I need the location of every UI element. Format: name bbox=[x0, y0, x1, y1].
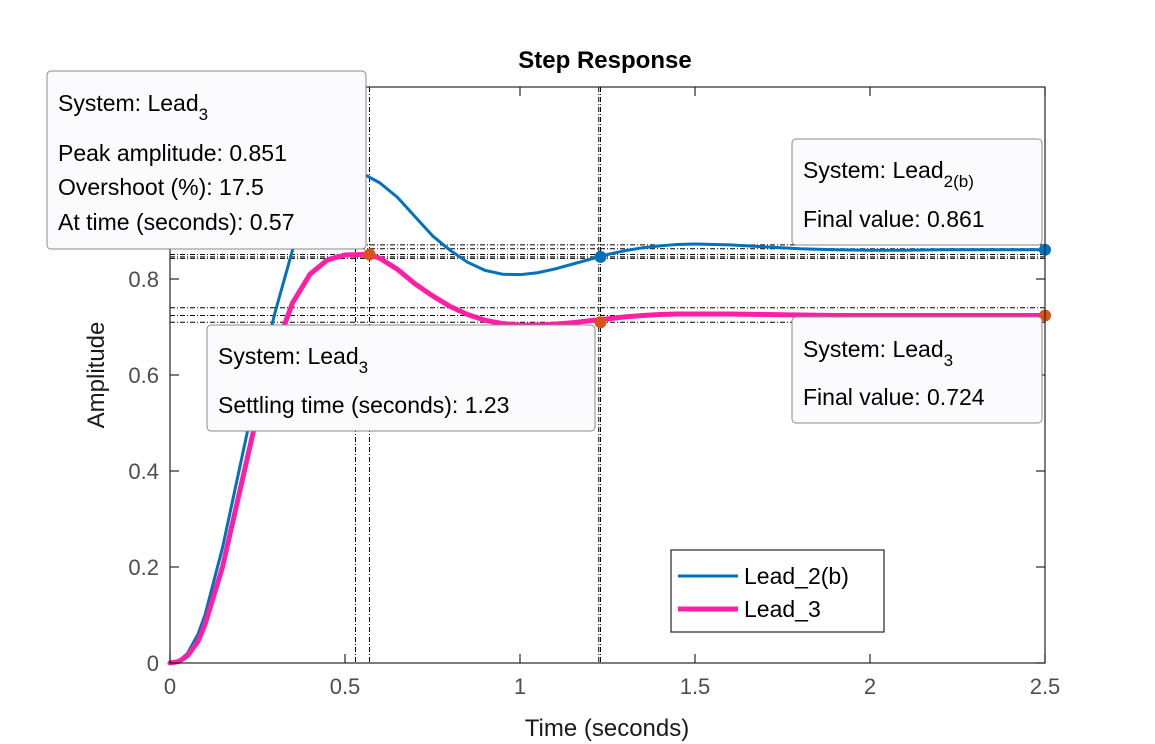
datatip-system: System: Lead3 bbox=[58, 90, 208, 124]
x-tick-label: 0.5 bbox=[330, 674, 361, 699]
datatip-marker-0[interactable] bbox=[594, 250, 607, 263]
datatip-box bbox=[791, 316, 1043, 424]
legend-label-lead2b: Lead_2(b) bbox=[744, 563, 849, 589]
datatip-box bbox=[791, 138, 1043, 246]
datatip-line-peak-amplitude: Peak amplitude: 0.851 bbox=[58, 140, 287, 166]
y-tick-label: 0.2 bbox=[128, 555, 159, 580]
datatip-system: System: Lead2(b) bbox=[803, 157, 974, 191]
x-tick-label: 2.5 bbox=[1030, 674, 1061, 699]
datatip-system: System: Lead3 bbox=[803, 336, 953, 370]
datatip-line-final-value: Final value: 0.861 bbox=[803, 206, 985, 232]
x-tick-label: 2 bbox=[864, 674, 876, 699]
y-tick-label: 0.6 bbox=[128, 363, 159, 388]
datatip-line-final-value: Final value: 0.724 bbox=[803, 384, 985, 410]
legend-label-lead3: Lead_3 bbox=[744, 596, 821, 622]
y-tick-label: 0 bbox=[147, 651, 159, 676]
y-tick-label: 0.8 bbox=[128, 267, 159, 292]
y-tick-label: 0.4 bbox=[128, 459, 159, 484]
x-tick-label: 1 bbox=[514, 674, 526, 699]
x-tick-label: 1.5 bbox=[680, 674, 711, 699]
datatip-system: System: Lead3 bbox=[218, 343, 368, 377]
datatip-line-settling-time: Settling time (seconds): 1.23 bbox=[218, 392, 509, 418]
datatip-box bbox=[206, 324, 596, 432]
datatip-box bbox=[46, 70, 367, 250]
datatip-line-peak-time: At time (seconds): 0.57 bbox=[58, 209, 295, 235]
datatip-line-overshoot: Overshoot (%): 17.5 bbox=[58, 174, 264, 200]
legend[interactable]: Lead_2(b) Lead_3 bbox=[670, 549, 885, 633]
datatip-marker-2[interactable] bbox=[363, 248, 376, 261]
x-tick-label: 0 bbox=[164, 674, 176, 699]
datatip-settling-lead3[interactable]: System: Lead3 Settling time (seconds): 1… bbox=[206, 324, 596, 432]
x-axis-label: Time (seconds) bbox=[525, 715, 689, 742]
datatip-final-lead2b[interactable]: System: Lead2(b) Final value: 0.861 bbox=[791, 138, 1043, 246]
legend-box bbox=[670, 549, 885, 633]
axis-ticks: 0 0.5 1 1.5 2 2.5 0 0.2 0.4 0.6 0.8 bbox=[128, 87, 1060, 699]
datatip-peak-lead3[interactable]: System: Lead3 Peak amplitude: 0.851 Over… bbox=[46, 70, 367, 250]
datatip-final-lead3[interactable]: System: Lead3 Final value: 0.724 bbox=[791, 316, 1043, 424]
y-axis-label: Amplitude bbox=[83, 322, 110, 429]
datatip-marker-3[interactable] bbox=[594, 316, 607, 329]
chart-title: Step Response bbox=[518, 47, 691, 74]
